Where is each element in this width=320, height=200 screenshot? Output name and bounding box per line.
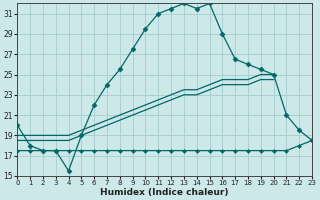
X-axis label: Humidex (Indice chaleur): Humidex (Indice chaleur): [100, 188, 229, 197]
